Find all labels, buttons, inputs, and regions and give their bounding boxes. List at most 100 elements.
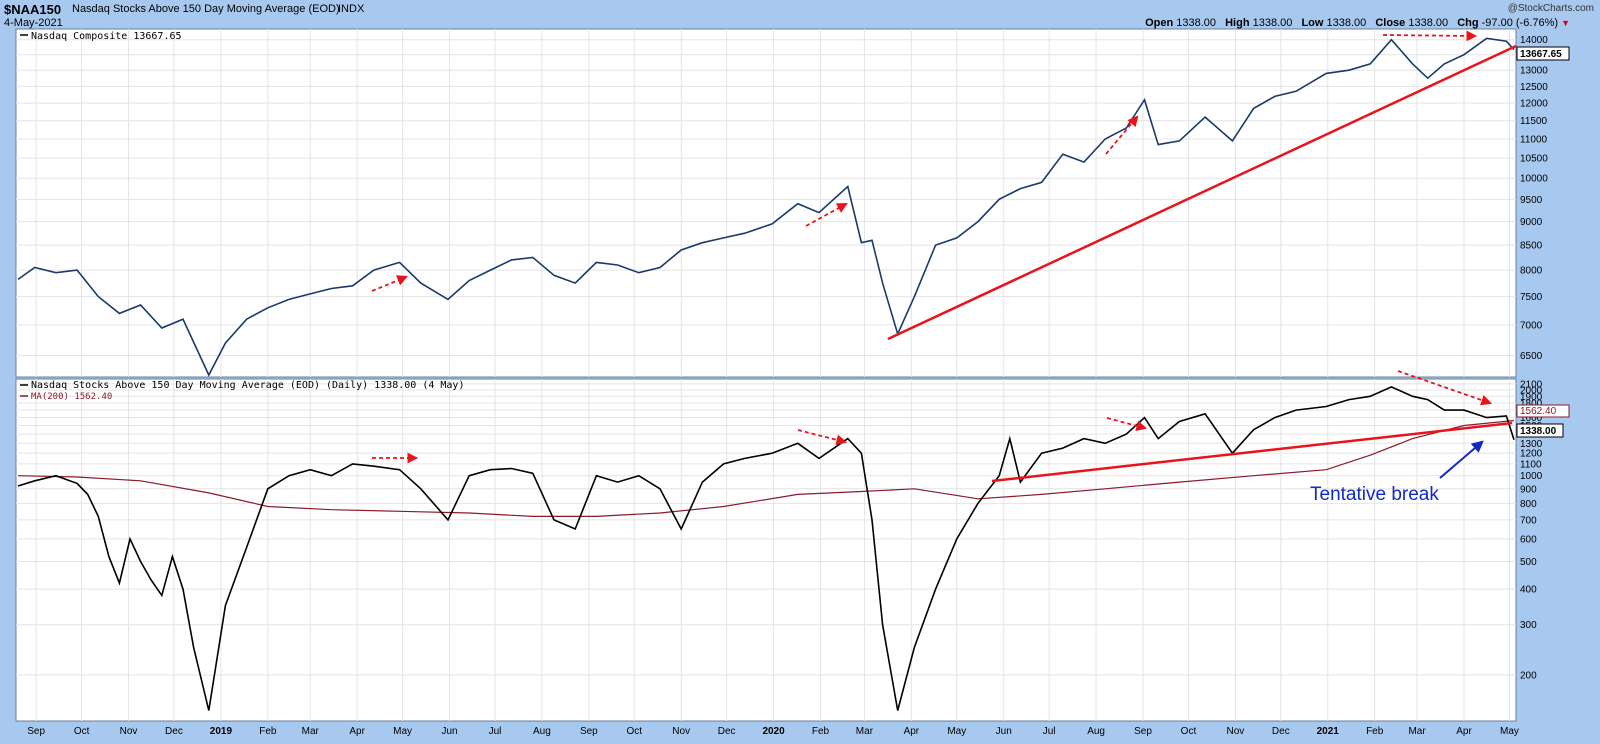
top-y-axis: 6500 7000 7500 8000 8500 9000 9500 10000 10500 11… bbox=[1520, 35, 1548, 362]
x-tick-label: Dec bbox=[1272, 726, 1290, 737]
x-tick-label: Jul bbox=[1043, 726, 1056, 737]
bottom-arrow-2021 bbox=[1397, 370, 1493, 406]
top-legend: Nasdaq Composite 13667.65 bbox=[20, 31, 182, 42]
bottom-y-tick-label: 600 bbox=[1520, 534, 1537, 545]
bottom-y-tick-label: 1300 bbox=[1520, 439, 1543, 450]
bottom-legend: Nasdaq Stocks Above 150 Day Moving Avera… bbox=[20, 380, 464, 402]
bottom-y-tick-label: 400 bbox=[1520, 585, 1537, 596]
top-gridlines bbox=[16, 39, 1516, 357]
x-tick-label: Aug bbox=[1087, 726, 1105, 737]
top-y-tick-label: 6500 bbox=[1520, 351, 1543, 362]
bottom-y-tick-label: 1600 bbox=[1520, 413, 1543, 424]
top-arrow-2020-feb bbox=[805, 202, 848, 227]
top-y-tick-label: 8500 bbox=[1520, 241, 1543, 252]
x-tick-label: May bbox=[393, 726, 412, 737]
ma-last-value: 1562.40 bbox=[1520, 406, 1557, 417]
high-label: High bbox=[1225, 17, 1250, 29]
top-y-tick-label: 13000 bbox=[1520, 66, 1548, 77]
bottom-y-tick-label: 1100 bbox=[1520, 459, 1542, 470]
bottom-y-tick-label: 300 bbox=[1520, 620, 1537, 631]
x-tick-label: Feb bbox=[259, 726, 277, 737]
x-tick-label: Feb bbox=[1366, 726, 1384, 737]
x-tick-label: 2020 bbox=[762, 726, 785, 737]
low-value: 1338.00 bbox=[1326, 17, 1367, 29]
x-tick-label: Apr bbox=[904, 726, 920, 737]
symbol-title: $NAA150 bbox=[4, 2, 62, 17]
close-value: 1338.00 bbox=[1408, 17, 1449, 29]
date-label: 4-May-2021 bbox=[4, 17, 63, 29]
top-y-tick-label: 10000 bbox=[1520, 174, 1548, 185]
chg-value: -97.00 (-6.76%) bbox=[1481, 17, 1559, 29]
bottom-y-tick-label: 2100 bbox=[1520, 379, 1543, 390]
symbol-description: Nasdaq Stocks Above 150 Day Moving Avera… bbox=[72, 3, 340, 15]
breadth-last-tag: 1338.00 bbox=[1516, 423, 1564, 438]
breadth-last-value: 1338.00 bbox=[1520, 426, 1557, 437]
breadth-line bbox=[17, 386, 1515, 711]
top-panel bbox=[15, 28, 1517, 378]
bottom-y-tick-label: 900 bbox=[1520, 484, 1537, 495]
chg-label: Chg bbox=[1457, 17, 1479, 29]
top-y-tick-label: 11000 bbox=[1520, 134, 1548, 145]
credit-label: @StockCharts.com bbox=[1507, 3, 1594, 14]
nasdaq-last-value: 13667.65 bbox=[1520, 49, 1562, 60]
x-tick-label: Sep bbox=[27, 726, 45, 737]
x-tick-label: Jun bbox=[441, 726, 457, 737]
top-y-tick-label: 14000 bbox=[1520, 35, 1548, 46]
x-tick-label: Apr bbox=[1456, 726, 1472, 737]
blue-break-arrow bbox=[1439, 440, 1484, 479]
ohlc-readout: Open 1338.00 High 1338.00 Low 1338.00 Cl… bbox=[1139, 17, 1570, 29]
x-tick-label: Sep bbox=[580, 726, 598, 737]
ma-legend-text: MA(200) 1562.40 bbox=[31, 392, 112, 402]
x-tick-label: Nov bbox=[120, 726, 138, 737]
bottom-y-tick-label: 1800 bbox=[1520, 398, 1543, 409]
x-tick-label: Oct bbox=[626, 726, 642, 737]
bottom-y-tick-label: 200 bbox=[1520, 670, 1537, 681]
x-tick-label: May bbox=[1500, 726, 1519, 737]
low-label: Low bbox=[1301, 17, 1324, 29]
x-tick-label: Mar bbox=[856, 726, 874, 737]
nasdaq-last-tag: 13667.65 bbox=[1516, 46, 1570, 61]
x-tick-label: Oct bbox=[1181, 726, 1197, 737]
bottom-panel bbox=[15, 378, 1517, 722]
x-tick-label: 2019 bbox=[210, 726, 233, 737]
x-tick-label: Aug bbox=[533, 726, 551, 737]
close-label: Close bbox=[1375, 17, 1406, 29]
bottom-arrow-2020-feb bbox=[797, 429, 848, 446]
x-tick-label: Oct bbox=[74, 726, 90, 737]
bottom-legend-text: Nasdaq Stocks Above 150 Day Moving Avera… bbox=[31, 380, 464, 391]
x-tick-label: Feb bbox=[812, 726, 830, 737]
nasdaq-line bbox=[17, 37, 1515, 377]
open-label: Open bbox=[1145, 17, 1174, 29]
x-tick-label: Nov bbox=[672, 726, 690, 737]
top-y-tick-label: 9000 bbox=[1520, 217, 1543, 228]
x-axis: Sep Oct Nov Dec 2019 Feb Mar Apr May Jun Jul Aug Sep… bbox=[27, 726, 1519, 737]
x-tick-label: Jun bbox=[996, 726, 1012, 737]
x-tick-label: Jul bbox=[489, 726, 502, 737]
top-arrow-2021 bbox=[1382, 30, 1478, 42]
open-value: 1338.00 bbox=[1176, 17, 1217, 29]
x-tick-label: Mar bbox=[1408, 726, 1426, 737]
x-tick-label: Sep bbox=[1134, 726, 1152, 737]
top-y-tick-label: 10500 bbox=[1520, 154, 1548, 165]
top-y-tick-label: 9500 bbox=[1520, 195, 1543, 206]
x-tick-label: Mar bbox=[302, 726, 320, 737]
x-tick-label: May bbox=[947, 726, 966, 737]
top-y-tick-label: 12000 bbox=[1520, 99, 1548, 110]
x-tick-label: Dec bbox=[718, 726, 736, 737]
bottom-y-tick-label: 1000 bbox=[1520, 471, 1543, 482]
top-arrow-2019 bbox=[371, 275, 408, 292]
x-gridlines bbox=[35, 29, 1510, 721]
top-y-tick-label: 8000 bbox=[1520, 266, 1543, 277]
x-tick-label: Nov bbox=[1226, 726, 1244, 737]
top-legend-text: Nasdaq Composite 13667.65 bbox=[31, 31, 182, 42]
down-triangle-icon: ▼ bbox=[1561, 18, 1570, 28]
x-tick-label: Apr bbox=[349, 726, 365, 737]
top-trendline bbox=[887, 44, 1517, 341]
bottom-y-tick-label: 1900 bbox=[1520, 392, 1543, 403]
bottom-y-tick-label: 800 bbox=[1520, 499, 1537, 510]
top-arrow-2020-aug bbox=[1105, 115, 1139, 155]
bottom-gridlines bbox=[16, 383, 1516, 676]
bottom-y-tick-label: 700 bbox=[1520, 515, 1537, 526]
top-y-tick-label: 7000 bbox=[1520, 321, 1543, 332]
